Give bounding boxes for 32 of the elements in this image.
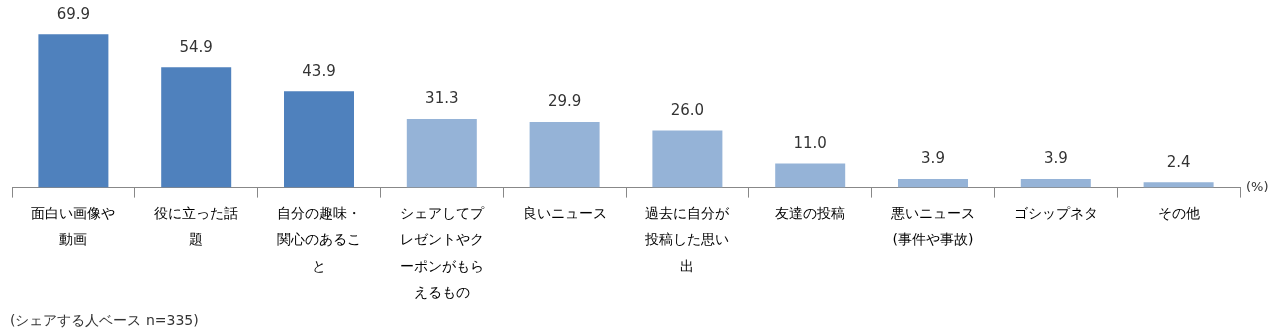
x-tick-label: 良いニュース xyxy=(522,204,607,221)
data-label: 29.9 xyxy=(547,92,582,111)
data-label: 3.9 xyxy=(921,149,945,168)
x-tick-label: 過去に自分が投稿した思い出 xyxy=(644,204,731,274)
bar xyxy=(1143,182,1214,188)
bar xyxy=(406,118,477,188)
data-label: 69.9 xyxy=(56,4,91,23)
bar xyxy=(38,34,109,188)
bar xyxy=(161,67,232,188)
bar xyxy=(284,91,354,188)
data-label: 2.4 xyxy=(1166,152,1191,171)
x-tick-label: シェアしてプレゼントやクーポンがもらえるもの xyxy=(399,204,485,301)
data-label: 54.9 xyxy=(179,37,213,56)
data-label: 26.0 xyxy=(670,100,705,119)
y-axis-title: (%) xyxy=(1246,178,1269,194)
bar xyxy=(1020,179,1091,188)
x-tick-label: 悪いニュース(事件や事故) xyxy=(890,204,975,248)
bar xyxy=(898,179,968,188)
data-label: 11.0 xyxy=(793,133,827,152)
x-tick-label: 自分の趣味・関心のあること xyxy=(277,204,361,274)
x-tick-label: その他 xyxy=(1157,204,1200,221)
bar xyxy=(775,163,846,188)
text: (シェアする人ベース n=335) xyxy=(10,311,199,328)
data-label: 3.9 xyxy=(1043,149,1068,168)
x-tick-label: ゴシップネタ xyxy=(1013,204,1098,221)
x-tick-label: 友達の投稿 xyxy=(775,204,846,221)
data-label: 43.9 xyxy=(302,61,336,80)
bar xyxy=(652,130,723,188)
data-label: 31.3 xyxy=(425,89,459,108)
x-tick-label: 役に立った話題 xyxy=(154,204,239,248)
x-tick-label: 面白い画像や動画 xyxy=(31,204,116,248)
bar xyxy=(529,121,600,188)
